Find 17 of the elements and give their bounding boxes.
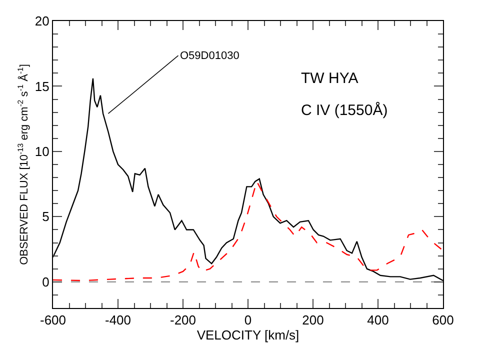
x-tick-label: 0 [244, 312, 252, 328]
line-series [53, 180, 443, 282]
x-axis-title: VELOCITY [km/s] [196, 328, 300, 343]
y-tick-label: 5 [42, 209, 50, 224]
annotation: TW HYA [301, 70, 358, 87]
x-tick-label: 600 [432, 312, 454, 328]
annotation: O59D01030 [180, 50, 240, 62]
x-tick-label: -200 [170, 312, 196, 328]
x-tick-label: 200 [302, 312, 324, 328]
y-tick-label: 10 [34, 144, 50, 159]
x-tick-label: -400 [104, 312, 132, 328]
x-tick-label: -600 [40, 312, 66, 328]
y-tick-label: 20 [34, 14, 50, 29]
annotation: C IV (1550Å) [301, 101, 388, 119]
y-tick-label: 15 [34, 78, 50, 94]
x-tick-label: 400 [367, 312, 389, 328]
y-tick-label: 0 [42, 274, 50, 290]
